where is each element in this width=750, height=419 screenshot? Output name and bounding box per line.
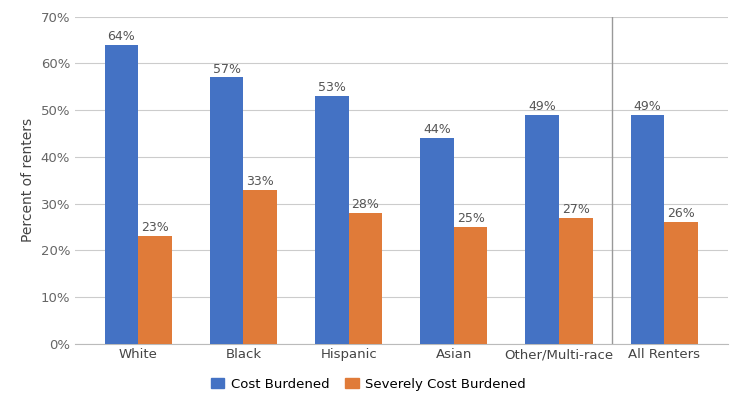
Bar [210,78,244,344]
Text: 33%: 33% [247,175,274,188]
Y-axis label: Percent of renters: Percent of renters [21,118,35,242]
Bar [664,222,698,344]
Legend: Cost Burdened, Severely Cost Burdened: Cost Burdened, Severely Cost Burdened [206,372,531,396]
Bar [631,115,664,344]
Text: 23%: 23% [141,221,169,234]
Bar [349,213,382,344]
Bar [525,115,559,344]
Text: 53%: 53% [318,81,346,94]
Text: 64%: 64% [107,30,135,43]
Bar [315,96,349,344]
Bar [454,227,488,344]
Bar [559,217,592,344]
Text: 26%: 26% [668,207,695,220]
Text: 44%: 44% [423,123,451,136]
Text: 49%: 49% [634,100,662,113]
Text: 57%: 57% [213,62,241,75]
Text: 28%: 28% [352,198,380,211]
Bar [244,189,278,344]
Text: 27%: 27% [562,203,590,216]
Bar [105,45,138,344]
Text: 49%: 49% [528,100,556,113]
Bar [138,236,172,344]
Bar [420,138,454,344]
Text: 25%: 25% [457,212,484,225]
